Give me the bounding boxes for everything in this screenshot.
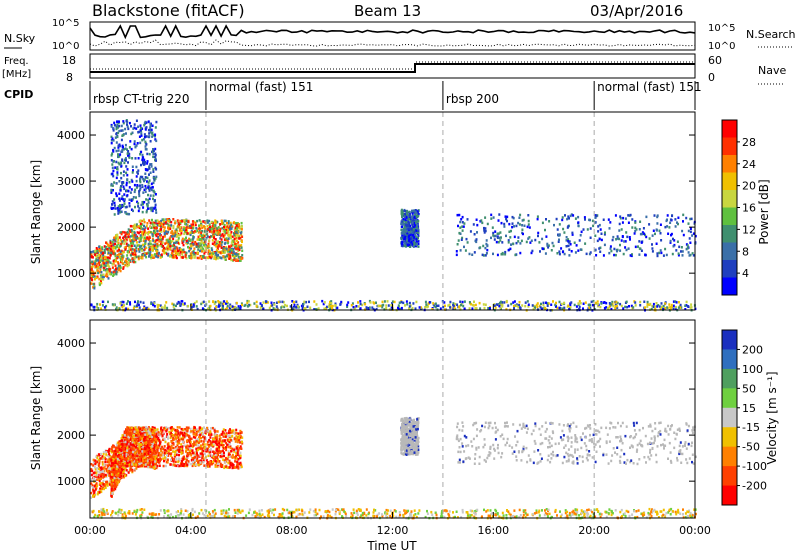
freq-unit-label: [MHz] xyxy=(2,69,31,80)
velocity-scatter-data xyxy=(90,416,697,520)
velocity-colorbar: 200 100 50 15 -15 -50 -100 -200 xyxy=(721,329,767,506)
velocity-ylabel: Slant Range [km] xyxy=(29,366,43,470)
nave-tick-high: 60 xyxy=(708,54,722,67)
velocity-colorbar-label: Velocity [m s⁻¹] xyxy=(765,371,779,464)
nave-label: Nave xyxy=(758,64,786,77)
x-axis-label: Time UT xyxy=(366,539,417,553)
power-scatter-data xyxy=(90,119,697,312)
cpid-segment-label: normal (fast) 151 xyxy=(597,80,701,94)
beam-title: Beam 13 xyxy=(354,2,421,20)
colorbar-tick-label: -100 xyxy=(742,460,767,473)
colorbar-tick-label: -15 xyxy=(742,421,760,434)
y-tick-label: 4000 xyxy=(57,129,85,142)
nave-series xyxy=(90,61,695,70)
nsky-right-tick-high: 10^5 xyxy=(708,23,735,34)
nsearch-label: N.Search xyxy=(746,28,796,41)
x-tick-label: 00:00 xyxy=(74,524,106,537)
power-panel: 1000 2000 3000 4000 Slant Range [km] 28 24 20… xyxy=(29,111,771,312)
cpid-panel: CPID rbsp CT-trig 220 normal (fast) 151 rb… xyxy=(4,80,702,110)
cpid-segment-label: normal (fast) 151 xyxy=(209,80,313,94)
y-tick-label: 1000 xyxy=(57,475,85,488)
x-tick-label: 12:00 xyxy=(377,524,409,537)
nsearch-series xyxy=(89,39,696,47)
y-tick-label: 3000 xyxy=(57,175,85,188)
colorbar-tick-label: 24 xyxy=(742,158,756,171)
colorbar-tick-label: 20 xyxy=(742,180,756,193)
colorbar-tick-label: -50 xyxy=(742,441,760,454)
colorbar-tick-label: 8 xyxy=(742,245,749,258)
colorbar-tick-label: 200 xyxy=(742,343,763,356)
velocity-panel: 1000 2000 3000 4000 Slant Range [km] 200 100… xyxy=(29,304,779,553)
colorbar-tick-label: 28 xyxy=(742,136,756,149)
cpid-segment-label: rbsp CT-trig 220 xyxy=(93,92,189,106)
freq-label: Freq. xyxy=(4,56,29,67)
freq-series xyxy=(90,63,695,73)
nsky-label: N.Sky xyxy=(4,32,36,45)
freq-left-tick-low: 8 xyxy=(66,71,73,84)
nsky-panel: N.Sky 10^5 10^0 10^5 10^0 N.Search xyxy=(4,18,796,52)
colorbar-tick-label: 100 xyxy=(742,363,763,376)
date-title: 03/Apr/2016 xyxy=(590,2,683,20)
cpid-label: CPID xyxy=(4,88,33,101)
x-tick-label: 08:00 xyxy=(276,524,308,537)
x-tick-label: 20:00 xyxy=(578,524,610,537)
freq-panel: Freq. [MHz] 18 8 60 0 Nave xyxy=(2,53,786,85)
y-tick-label: 4000 xyxy=(57,337,85,350)
y-tick-label: 1000 xyxy=(57,267,85,280)
y-tick-label: 2000 xyxy=(57,429,85,442)
nsky-left-tick-high: 10^5 xyxy=(52,18,79,29)
colorbar-tick-label: 15 xyxy=(742,402,756,415)
x-tick-label: 04:00 xyxy=(175,524,207,537)
colorbar-tick-label: 12 xyxy=(742,223,756,236)
power-colorbar: 28 24 20 16 12 8 4 xyxy=(721,119,756,296)
y-tick-label: 2000 xyxy=(57,221,85,234)
colorbar-tick-label: 16 xyxy=(742,202,756,215)
colorbar-tick-label: 4 xyxy=(742,267,749,280)
nave-tick-low: 0 xyxy=(708,71,715,84)
colorbar-tick-label: -200 xyxy=(742,480,767,493)
colorbar-tick-label: 50 xyxy=(742,382,756,395)
nsky-series xyxy=(89,24,696,40)
nsky-left-tick-low: 10^0 xyxy=(52,41,79,52)
x-tick-label: 16:00 xyxy=(477,524,509,537)
nsky-right-tick-low: 10^0 xyxy=(708,41,735,52)
freq-left-tick-high: 18 xyxy=(62,54,76,67)
power-ylabel: Slant Range [km] xyxy=(29,160,43,264)
y-tick-label: 3000 xyxy=(57,383,85,396)
power-colorbar-label: Power [dB] xyxy=(757,179,771,244)
cpid-segment-label: rbsp 200 xyxy=(446,92,499,106)
site-title: Blackstone (fitACF) xyxy=(92,1,245,20)
x-tick-label: 00:00 xyxy=(679,524,711,537)
